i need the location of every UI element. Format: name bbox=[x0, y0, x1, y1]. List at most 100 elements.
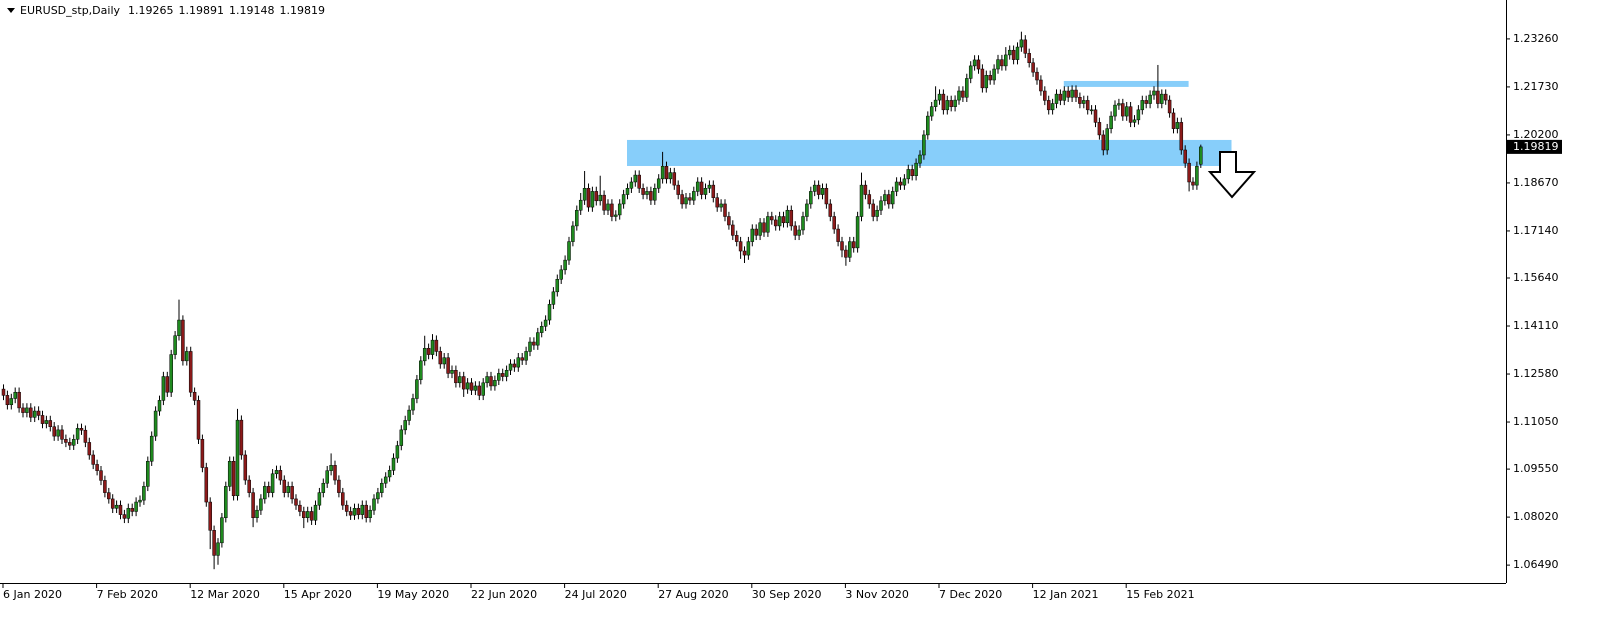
candle-body bbox=[567, 241, 571, 261]
candle-body bbox=[1121, 103, 1125, 117]
candle-body bbox=[929, 106, 934, 117]
candle-body bbox=[789, 209, 794, 227]
candle-body bbox=[341, 492, 345, 506]
candle-body bbox=[855, 216, 860, 249]
x-tick-label: 19 May 2020 bbox=[377, 588, 449, 601]
candle-body bbox=[953, 99, 957, 107]
candle-body bbox=[742, 250, 747, 256]
candle-body bbox=[1163, 93, 1168, 101]
candle-body bbox=[699, 181, 704, 195]
candle-body bbox=[465, 382, 470, 390]
candle-body bbox=[255, 509, 259, 518]
candle-body bbox=[1097, 122, 1102, 136]
candle-body bbox=[543, 319, 548, 327]
candle-body bbox=[364, 504, 368, 518]
candle-body bbox=[937, 93, 942, 101]
candle-body bbox=[563, 259, 567, 271]
candle-body bbox=[1199, 146, 1203, 165]
candle-body bbox=[992, 68, 996, 81]
candle-body bbox=[71, 439, 76, 446]
candle-body bbox=[586, 188, 591, 208]
candle-body bbox=[898, 181, 903, 186]
y-tick-label: 1.23260 bbox=[1513, 32, 1559, 45]
candle-body bbox=[411, 398, 415, 411]
candle-body bbox=[711, 184, 716, 198]
candle-body bbox=[688, 197, 692, 201]
candle-body bbox=[142, 486, 146, 501]
candle-body bbox=[434, 339, 439, 352]
candle-body bbox=[99, 470, 103, 481]
candle-body bbox=[571, 225, 575, 242]
candle-body bbox=[75, 428, 80, 440]
candle-body bbox=[407, 409, 411, 421]
candle-body bbox=[660, 166, 665, 180]
candle-body bbox=[181, 319, 185, 362]
candle-body bbox=[836, 228, 840, 242]
candle-body bbox=[528, 341, 532, 352]
candle-body bbox=[914, 162, 918, 176]
candle-body bbox=[621, 194, 626, 205]
candle-body bbox=[344, 504, 349, 512]
candle-body bbox=[984, 75, 989, 89]
candle-body bbox=[481, 382, 485, 396]
candle-body bbox=[773, 219, 778, 227]
candle-body bbox=[68, 442, 72, 446]
candle-body bbox=[867, 194, 872, 205]
y-tick-label: 1.15640 bbox=[1513, 271, 1559, 284]
candle-body bbox=[875, 209, 879, 217]
candle-body bbox=[376, 492, 380, 500]
candle-body bbox=[933, 99, 938, 107]
candle-body bbox=[200, 439, 205, 468]
candle-body bbox=[372, 498, 376, 511]
candle-body bbox=[559, 269, 563, 280]
y-tick-label: 1.09550 bbox=[1513, 462, 1559, 475]
candle-body bbox=[169, 354, 173, 393]
candle-body bbox=[832, 216, 836, 230]
candle-body bbox=[812, 184, 817, 192]
candle-body bbox=[60, 429, 64, 440]
candle-body bbox=[879, 200, 883, 211]
candle-body bbox=[851, 241, 856, 249]
header: EURUSD_stp,Daily 1.19265 1.19891 1.19148 1.1… bbox=[20, 4, 325, 17]
candle-body bbox=[676, 184, 680, 195]
candle-body bbox=[122, 514, 127, 519]
candle-body bbox=[1113, 104, 1117, 117]
candle-body bbox=[949, 100, 953, 107]
candle-body bbox=[9, 398, 14, 406]
candle-body bbox=[680, 194, 684, 205]
candle-body bbox=[216, 542, 220, 556]
candle-body bbox=[5, 395, 10, 406]
candle-body bbox=[922, 134, 926, 156]
candle-body bbox=[1167, 99, 1172, 114]
candle-body bbox=[196, 400, 201, 440]
candle-body bbox=[290, 486, 294, 500]
candle-body bbox=[656, 178, 661, 189]
candle-body bbox=[551, 291, 556, 305]
candle-body bbox=[512, 363, 517, 368]
candle-body bbox=[157, 400, 162, 412]
candle-body bbox=[1054, 93, 1059, 104]
candle-body bbox=[863, 184, 868, 195]
candle-body bbox=[64, 439, 68, 443]
candle-body bbox=[251, 492, 255, 518]
candle-body bbox=[719, 203, 723, 208]
y-tick-label: 1.18670 bbox=[1513, 176, 1559, 189]
candle-body bbox=[368, 509, 372, 518]
axes: 1.23260 1.21730 1.20200 1.18670 1.17140 1.156… bbox=[2, 32, 1562, 601]
candle-body bbox=[1007, 49, 1012, 56]
candle-body bbox=[754, 228, 758, 236]
x-tick-label: 22 Jun 2020 bbox=[471, 588, 537, 601]
candle-body bbox=[606, 203, 610, 211]
candle-body bbox=[317, 492, 322, 506]
candle-body bbox=[243, 454, 248, 481]
candle-body bbox=[664, 166, 669, 180]
candle-body bbox=[824, 188, 829, 205]
candle-body bbox=[762, 222, 766, 233]
candle-body bbox=[1050, 103, 1055, 111]
candle-body bbox=[1046, 100, 1051, 111]
candle-body bbox=[56, 429, 60, 437]
candle-body bbox=[247, 479, 251, 493]
candle-body bbox=[692, 191, 696, 201]
candle-body bbox=[44, 420, 49, 424]
